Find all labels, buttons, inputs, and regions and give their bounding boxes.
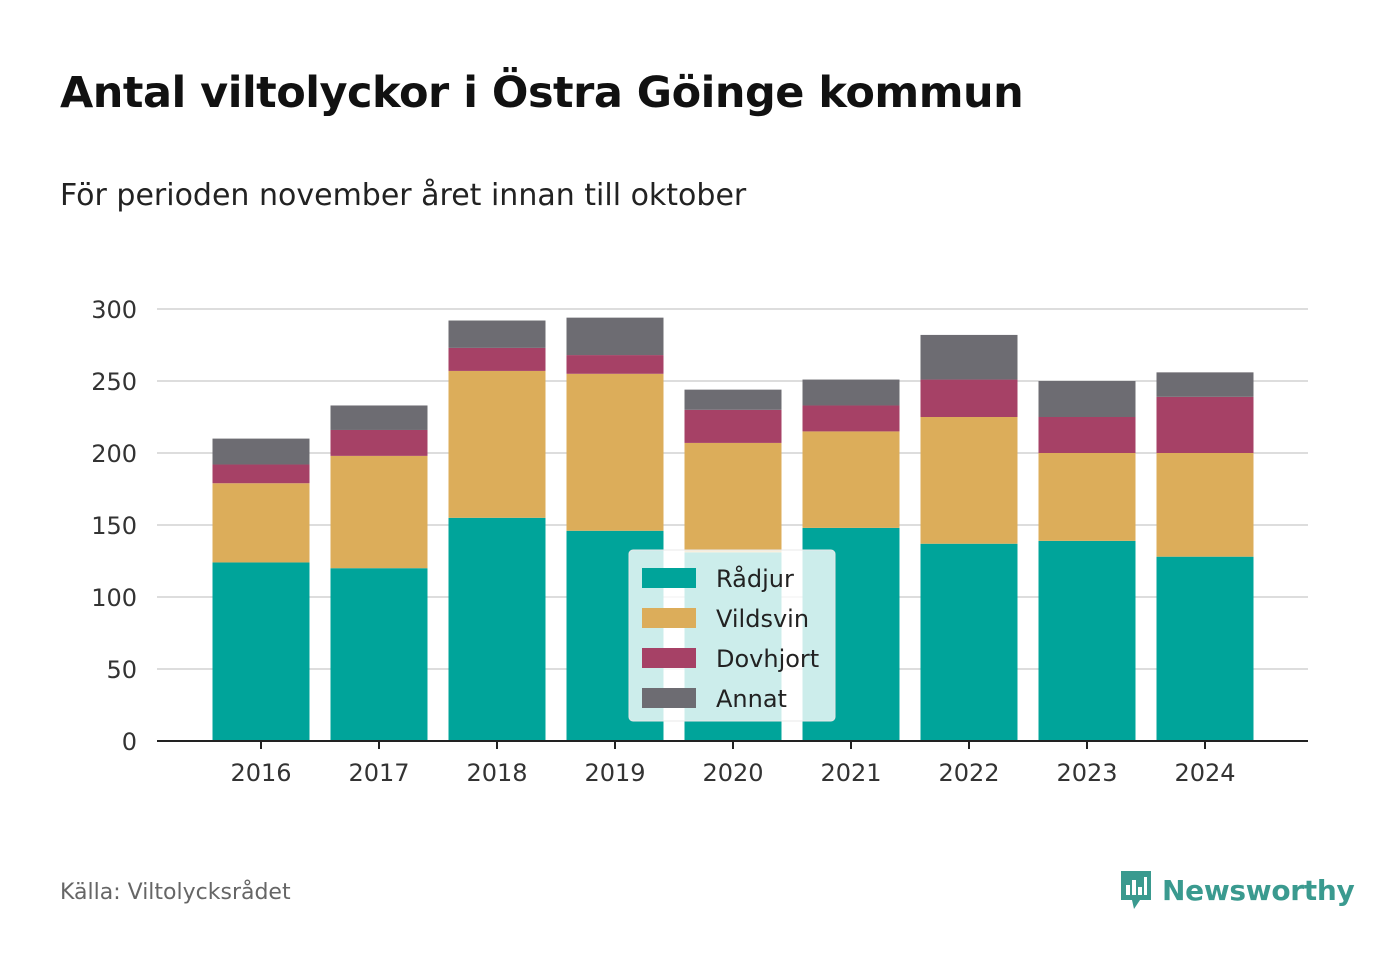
y-tick-label-250: 250 xyxy=(91,368,137,396)
bar-2017-rådjur xyxy=(330,568,428,741)
x-axis-ticks: 2016 2017 2018 2019 2020 2021 2022 2023 2024 xyxy=(230,741,1236,787)
bar-2023-rådjur xyxy=(1038,540,1136,741)
bar-2019-annat xyxy=(566,317,664,356)
legend: Rådjur Vildsvin Dovhjort Annat xyxy=(628,549,836,722)
x-tick-label-2017: 2017 xyxy=(348,759,409,787)
y-axis-ticks: 0 50 100 150 200 250 300 xyxy=(91,296,137,756)
bar-2023-dovhjort xyxy=(1038,417,1136,453)
bar-2022-dovhjort xyxy=(920,379,1018,417)
bar-2018-dovhjort xyxy=(448,347,546,371)
x-tick-label-2023: 2023 xyxy=(1056,759,1117,787)
chart-title: Antal viltolyckor i Östra Göinge kommun xyxy=(60,68,1024,118)
x-tick-label-2024: 2024 xyxy=(1174,759,1235,787)
bar-2020-dovhjort xyxy=(684,409,782,443)
legend-swatch-annat xyxy=(642,688,696,708)
bar-2022-rådjur xyxy=(920,543,1018,741)
bar-2024-dovhjort xyxy=(1156,396,1254,453)
bar-2019-dovhjort xyxy=(566,355,664,374)
x-tick-label-2022: 2022 xyxy=(938,759,999,787)
source-note: Källa: Viltolycksrådet xyxy=(60,880,291,905)
bar-2016-dovhjort xyxy=(212,464,310,484)
y-tick-label-300: 300 xyxy=(91,296,137,324)
y-tick-label-50: 50 xyxy=(106,656,137,684)
bar-2024-annat xyxy=(1156,372,1254,397)
bar-2017-vildsvin xyxy=(330,455,428,569)
legend-label-rådjur: Rådjur xyxy=(716,564,794,593)
x-tick-label-2016: 2016 xyxy=(230,759,291,787)
y-tick-label-0: 0 xyxy=(122,728,137,756)
bars xyxy=(212,317,1254,741)
bar-2024-rådjur xyxy=(1156,556,1254,741)
y-tick-label-200: 200 xyxy=(91,440,137,468)
bar-2016-rådjur xyxy=(212,562,310,741)
bar-2016-vildsvin xyxy=(212,483,310,563)
bar-2018-annat xyxy=(448,320,546,348)
bar-2019-vildsvin xyxy=(566,373,664,531)
bar-2020-annat xyxy=(684,389,782,410)
bar-2016-annat xyxy=(212,438,310,465)
bar-2021-vildsvin xyxy=(802,431,900,528)
bar-2021-annat xyxy=(802,379,900,406)
x-tick-label-2020: 2020 xyxy=(702,759,763,787)
legend-swatch-dovhjort xyxy=(642,648,696,668)
bar-2021-dovhjort xyxy=(802,405,900,432)
bar-2022-vildsvin xyxy=(920,417,1018,544)
legend-swatch-vildsvin xyxy=(642,608,696,628)
chart-subtitle: För perioden november året innan till ok… xyxy=(60,178,747,213)
x-tick-label-2018: 2018 xyxy=(466,759,527,787)
legend-label-annat: Annat xyxy=(716,685,787,713)
legend-label-dovhjort: Dovhjort xyxy=(716,645,819,673)
legend-label-vildsvin: Vildsvin xyxy=(716,605,809,633)
y-tick-label-100: 100 xyxy=(91,584,137,612)
bar-2020-vildsvin xyxy=(684,442,782,553)
brand-logo: Newsworthy xyxy=(1118,868,1355,912)
y-tick-label-150: 150 xyxy=(91,512,137,540)
newsworthy-logo-icon xyxy=(1121,871,1151,909)
x-tick-label-2021: 2021 xyxy=(820,759,881,787)
bar-2018-rådjur xyxy=(448,517,546,741)
legend-box xyxy=(628,549,836,722)
x-tick-label-2019: 2019 xyxy=(584,759,645,787)
bar-2024-vildsvin xyxy=(1156,453,1254,557)
brand-name: Newsworthy xyxy=(1162,873,1355,907)
bar-2018-vildsvin xyxy=(448,370,546,518)
bar-2023-annat xyxy=(1038,381,1136,417)
bar-2017-dovhjort xyxy=(330,429,428,456)
bar-2022-annat xyxy=(920,334,1018,380)
bar-2023-vildsvin xyxy=(1038,453,1136,541)
legend-swatch-rådjur xyxy=(642,568,696,588)
bar-2017-annat xyxy=(330,405,428,430)
